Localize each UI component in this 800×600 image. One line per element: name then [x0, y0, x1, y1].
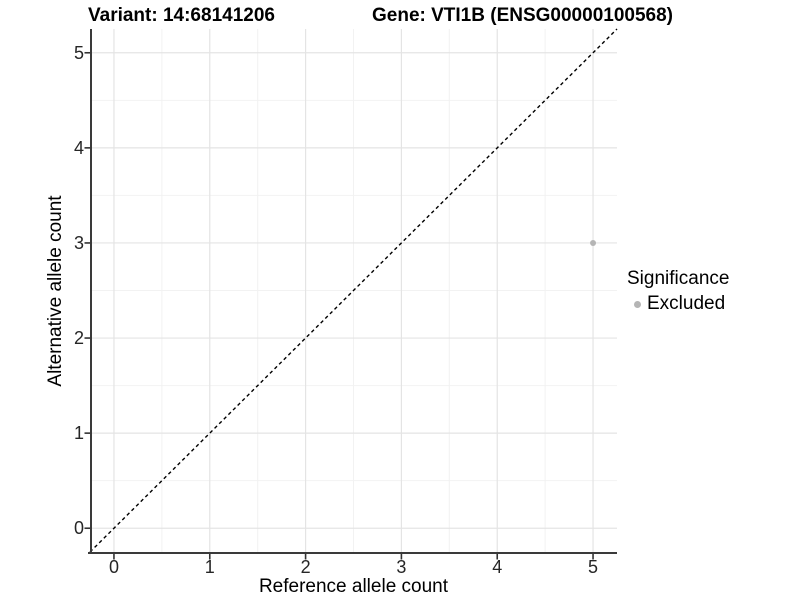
legend-item-excluded: Excluded — [627, 293, 729, 315]
y-tick-label-2: 2 — [73, 328, 84, 349]
x-tick-label-4: 4 — [492, 557, 503, 577]
y-tick-label-1: 1 — [73, 423, 84, 444]
y-tick-label-5: 5 — [73, 42, 84, 63]
x-tick-label-2: 2 — [300, 557, 311, 577]
x-tick-label-0: 0 — [108, 557, 119, 577]
y-tick-label-0: 0 — [73, 518, 84, 539]
x-tick-label-1: 1 — [204, 557, 215, 577]
legend: Significance Excluded — [627, 267, 729, 315]
variant-title: Variant: 14:68141206 — [88, 5, 275, 26]
legend-item-label: Excluded — [647, 293, 726, 314]
x-tick-label-5: 5 — [588, 557, 599, 577]
x-axis-title: Reference allele count — [258, 576, 449, 597]
gene-title: Gene: VTI1B (ENSG00000100568) — [372, 5, 673, 26]
data-point-5-3 — [590, 239, 597, 246]
legend-title: Significance — [627, 268, 730, 289]
y-tick-label-4: 4 — [73, 137, 84, 158]
y-tick-label-3: 3 — [73, 232, 84, 253]
x-tick-label-3: 3 — [396, 557, 407, 577]
identity-dashed-reference-line — [89, 28, 618, 553]
excluded-point-swatch-icon — [634, 300, 641, 308]
y-axis-title: Alternative allele count — [45, 195, 66, 387]
